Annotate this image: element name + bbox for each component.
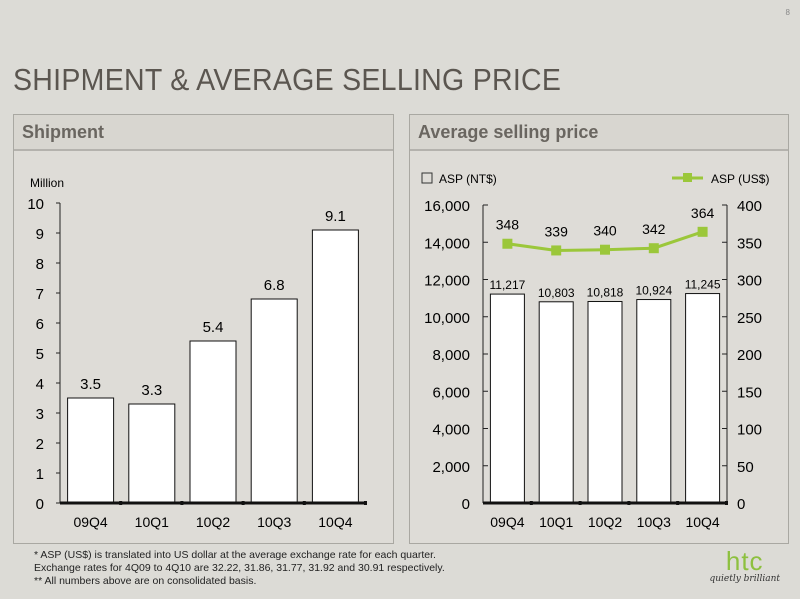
x-tick-label: 10Q1	[135, 514, 169, 530]
bar	[538, 301, 574, 504]
left-tick-label: 6,000	[432, 384, 470, 401]
x-tick-label: 10Q4	[318, 514, 352, 530]
x-tick-label: 10Q3	[257, 514, 291, 530]
footnote: Exchange rates for 4Q09 to 4Q10 are 32.2…	[34, 562, 445, 574]
right-tick-label: 400	[737, 198, 762, 215]
y-tick-label: 7	[36, 286, 44, 303]
line-marker	[600, 244, 610, 255]
y-tick-label: 4	[36, 376, 44, 393]
line-marker	[551, 245, 562, 256]
logo-tagline: quietly brilliant	[709, 574, 780, 584]
data-label: 5.4	[203, 319, 224, 336]
x-tick-label: 09Q4	[73, 514, 107, 530]
bar-data-label: 10,803	[538, 286, 575, 300]
y-tick-label: 9	[36, 226, 44, 243]
right-tick-label: 50	[737, 459, 754, 476]
y-tick-label: 1	[36, 466, 44, 483]
legend-marker	[683, 173, 692, 182]
bar	[128, 403, 176, 504]
footnote: ** All numbers above are on consolidated…	[34, 575, 257, 587]
x-tick-label: 10Q4	[685, 514, 719, 530]
y-tick-label: 2	[36, 436, 44, 453]
bar	[311, 229, 359, 504]
bar	[587, 301, 623, 504]
logo-word: htc	[725, 546, 764, 576]
bar-data-label: 11,245	[685, 278, 721, 292]
page-title: SHIPMENT & AVERAGE SELLING PRICE	[13, 62, 562, 97]
line-marker	[697, 226, 708, 237]
bar	[685, 293, 721, 504]
right-tick-label: 100	[737, 422, 762, 439]
bar	[636, 299, 672, 504]
x-tick-label: 09Q4	[490, 514, 524, 530]
line-data-label: 364	[691, 205, 715, 221]
line-marker	[648, 243, 659, 254]
bar	[67, 397, 115, 504]
left-tick-label: 12,000	[424, 273, 470, 290]
y-tick-label: 5	[36, 346, 44, 363]
footnotes: * ASP (US$) is translated into US dollar…	[34, 549, 445, 588]
line-data-label: 340	[593, 223, 617, 239]
right-tick-label: 250	[737, 310, 762, 327]
bar	[189, 340, 237, 504]
bar-data-label: 10,924	[635, 284, 672, 298]
left-tick-label: 14,000	[424, 235, 470, 252]
page-number: 8	[785, 8, 790, 17]
right-tick-label: 200	[737, 347, 762, 364]
x-tick-label: 10Q3	[637, 514, 671, 530]
y-tick-label: 6	[36, 316, 44, 333]
legend-label: ASP (US$)	[711, 172, 769, 186]
footnote: * ASP (US$) is translated into US dollar…	[34, 549, 436, 561]
x-tick-label: 10Q2	[588, 514, 622, 530]
legend-label: ASP (NT$)	[439, 172, 497, 186]
panel-title: Average selling price	[410, 115, 788, 151]
bar	[489, 293, 525, 504]
left-tick-label: 8,000	[432, 347, 470, 364]
left-tick-label: 16,000	[424, 198, 470, 215]
line-marker	[502, 238, 513, 249]
y-tick-label: 8	[36, 256, 44, 273]
y-tick-label: 0	[36, 496, 44, 513]
left-tick-label: 4,000	[432, 422, 470, 439]
legend-bar-swatch	[421, 172, 433, 184]
right-tick-label: 0	[737, 496, 745, 513]
x-tick-label: 10Q1	[539, 514, 573, 530]
right-tick-label: 150	[737, 384, 762, 401]
bar-data-label: 11,217	[489, 278, 525, 292]
bar	[250, 298, 298, 504]
data-label: 9.1	[325, 208, 346, 225]
left-tick-label: 0	[462, 496, 470, 513]
bar-data-label: 10,818	[587, 286, 624, 300]
line-data-label: 348	[496, 217, 520, 233]
line-data-label: 339	[545, 223, 569, 239]
y-axis-label: Million	[30, 176, 64, 190]
x-tick-label: 10Q2	[196, 514, 230, 530]
left-tick-label: 10,000	[424, 310, 470, 327]
data-label: 3.3	[141, 382, 162, 399]
y-tick-label: 3	[36, 406, 44, 423]
data-label: 3.5	[80, 376, 101, 393]
y-tick-label: 10	[27, 196, 44, 213]
right-tick-label: 350	[737, 235, 762, 252]
left-tick-label: 2,000	[432, 459, 470, 476]
data-label: 6.8	[264, 277, 285, 294]
right-tick-label: 300	[737, 273, 762, 290]
line-data-label: 342	[642, 221, 666, 237]
htc-logo: htc quietly brilliant	[709, 548, 780, 584]
panel-title: Shipment	[14, 115, 393, 151]
